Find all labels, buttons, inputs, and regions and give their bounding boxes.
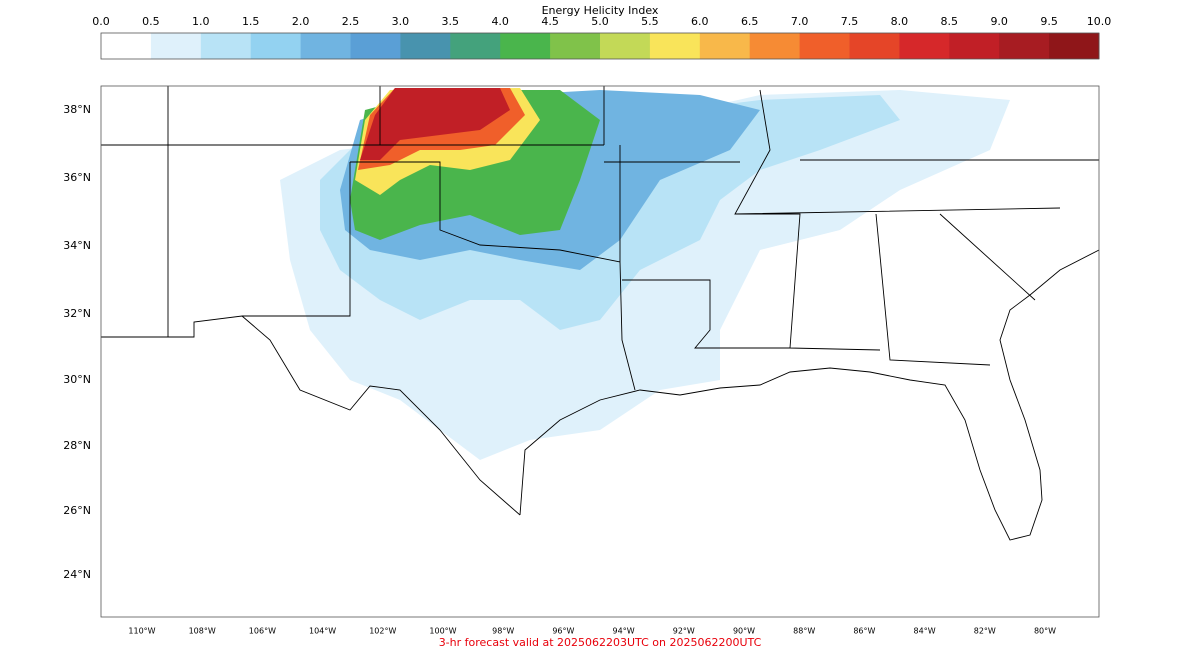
longitude-label: 80°W xyxy=(1034,627,1056,636)
longitude-label: 104°W xyxy=(309,627,336,636)
longitude-label: 106°W xyxy=(249,627,276,636)
latitude-label: 36°N xyxy=(63,171,91,184)
colorbar-title: Energy Helicity Index xyxy=(542,4,659,17)
colorbar-tick-label: 8.5 xyxy=(941,15,959,28)
colorbar-tick-label: 0.5 xyxy=(142,15,160,28)
colorbar-swatch xyxy=(150,33,202,59)
longitude-label: 88°W xyxy=(793,627,815,636)
colorbar: 0.0 0.5 1.0 1.5 2.0 2.5 3.0 3.5 4.0 4.5 5.0 5.5 6.0 6… xyxy=(92,15,1111,59)
longitude-label: 96°W xyxy=(552,627,574,636)
colorbar-tick-label: 4.0 xyxy=(491,15,509,28)
latitude-label: 32°N xyxy=(63,307,91,320)
colorbar-tick-label: 2.5 xyxy=(342,15,360,28)
colorbar-tick-label: 8.0 xyxy=(891,15,909,28)
colorbar-swatch xyxy=(200,33,252,59)
longitude-label: 94°W xyxy=(613,627,635,636)
colorbar-tick-label: 4.5 xyxy=(541,15,559,28)
latitude-label: 24°N xyxy=(63,568,91,581)
colorbar-tick-label: 0.0 xyxy=(92,15,110,28)
colorbar-tick-label: 1.0 xyxy=(192,15,210,28)
latitude-label: 38°N xyxy=(63,103,91,116)
colorbar-swatch xyxy=(350,33,401,59)
colorbar-swatch xyxy=(999,33,1050,59)
colorbar-swatch xyxy=(949,33,1000,59)
colorbar-tick-label: 6.5 xyxy=(741,15,759,28)
axis-labels: 38°N 36°N 34°N 32°N 30°N 28°N 26°N 24°N 110°W 108… xyxy=(63,103,1056,636)
colorbar-swatch xyxy=(649,33,701,59)
longitude-label: 82°W xyxy=(974,627,996,636)
colorbar-swatch xyxy=(550,33,601,59)
forecast-footer: 3-hr forecast valid at 2025062203UTC on … xyxy=(439,636,762,649)
colorbar-tick-label: 3.5 xyxy=(442,15,460,28)
colorbar-swatch xyxy=(600,33,651,59)
colorbar-tick-label: 9.5 xyxy=(1040,15,1058,28)
longitude-label: 102°W xyxy=(369,627,396,636)
colorbar-swatch xyxy=(1049,33,1100,59)
colorbar-swatch xyxy=(500,33,551,59)
contour-red xyxy=(360,88,510,160)
latitude-label: 34°N xyxy=(63,239,91,252)
longitude-label: 110°W xyxy=(128,627,155,636)
colorbar-tick-label: 3.0 xyxy=(392,15,410,28)
latitude-label: 30°N xyxy=(63,373,91,386)
longitude-label: 90°W xyxy=(733,627,755,636)
latitude-label: 26°N xyxy=(63,504,91,517)
longitude-label: 98°W xyxy=(492,627,514,636)
colorbar-swatch xyxy=(849,33,900,59)
colorbar-tick-label: 7.5 xyxy=(841,15,859,28)
longitude-label: 92°W xyxy=(673,627,695,636)
colorbar-tick-label: 6.0 xyxy=(691,15,709,28)
longitude-label: 100°W xyxy=(429,627,456,636)
colorbar-swatch xyxy=(450,33,501,59)
colorbar-tick-label: 5.5 xyxy=(641,15,659,28)
colorbar-swatch xyxy=(699,33,751,59)
colorbar-tick-label: 2.0 xyxy=(292,15,310,28)
colorbar-tick-label: 9.0 xyxy=(990,15,1008,28)
colorbar-swatch xyxy=(300,33,351,59)
map-frame xyxy=(100,85,1100,618)
longitude-label: 86°W xyxy=(853,627,875,636)
colorbar-swatch xyxy=(799,33,850,59)
map-area xyxy=(101,86,1099,541)
longitude-label: 108°W xyxy=(189,627,216,636)
colorbar-swatch xyxy=(101,33,152,59)
colorbar-tick-label: 5.0 xyxy=(591,15,609,28)
colorbar-swatch xyxy=(400,33,451,59)
colorbar-frame xyxy=(100,32,1100,60)
colorbar-swatch xyxy=(749,33,801,59)
borders xyxy=(101,86,1099,541)
colorbar-tick-label: 7.0 xyxy=(791,15,809,28)
colorbar-tick-label: 10.0 xyxy=(1087,15,1112,28)
colorbar-swatch xyxy=(250,33,302,59)
longitude-label: 84°W xyxy=(914,627,936,636)
colorbar-swatch xyxy=(899,33,950,59)
latitude-label: 28°N xyxy=(63,439,91,452)
colorbar-tick-label: 1.5 xyxy=(242,15,260,28)
